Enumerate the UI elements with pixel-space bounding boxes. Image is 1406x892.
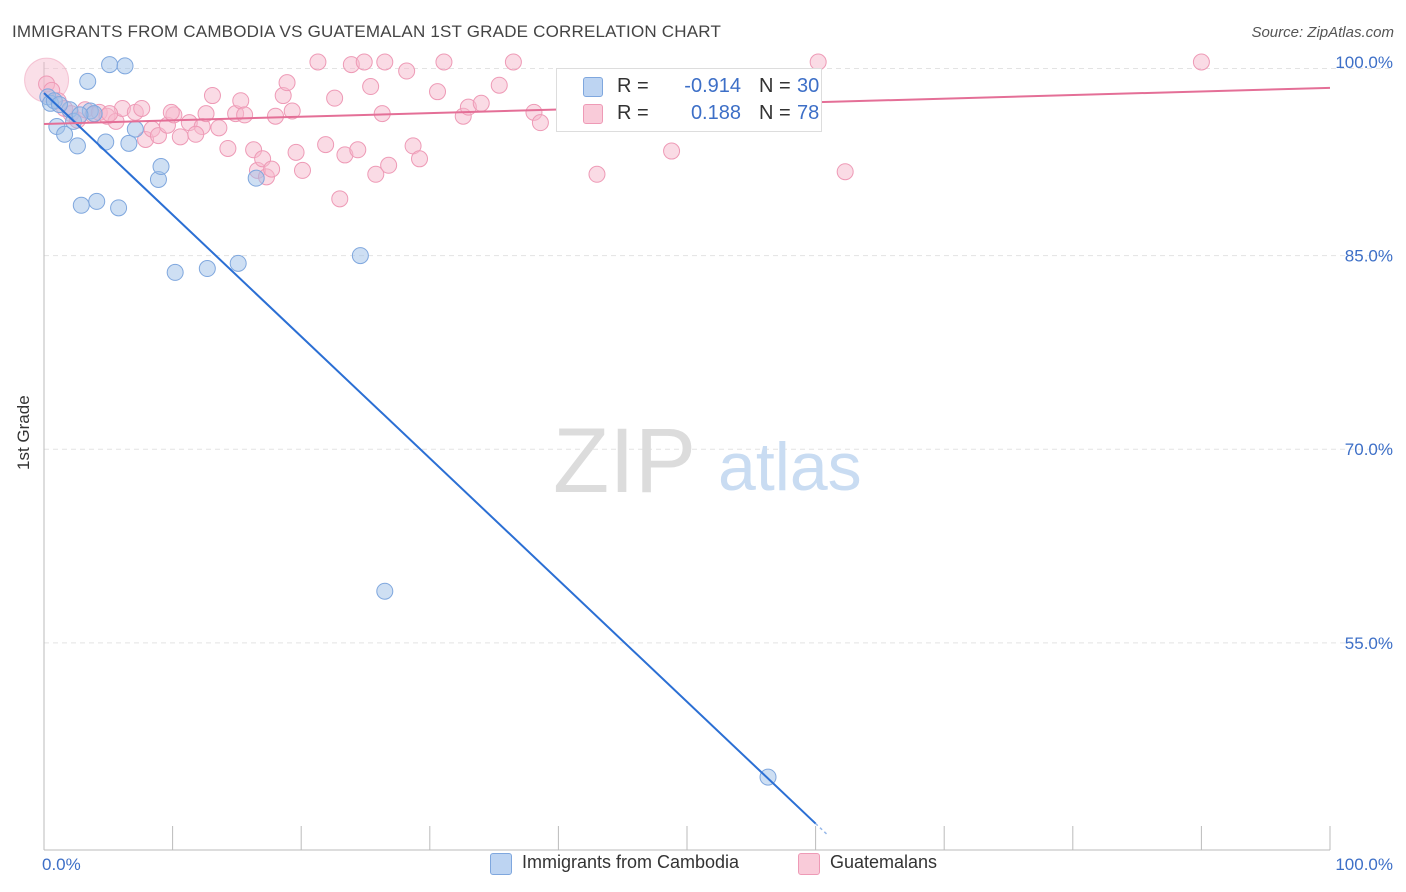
guatemalans-point xyxy=(349,141,367,159)
cambodia-point xyxy=(198,260,216,278)
guatemalans-point xyxy=(162,103,180,121)
cambodia-point xyxy=(152,158,170,176)
cambodia-point xyxy=(72,196,90,214)
guatemalans-point xyxy=(263,160,281,178)
guatemalans-point xyxy=(210,119,228,137)
legend-r-value: -0.914 xyxy=(684,75,741,97)
cambodia-trend-line xyxy=(43,92,817,825)
guatemalans-point xyxy=(101,105,119,123)
chart-title: IMMIGRANTS FROM CAMBODIA VS GUATEMALAN 1… xyxy=(12,22,722,41)
guatemalans-point xyxy=(398,62,416,80)
guatemalans-point xyxy=(588,165,606,183)
guatemalans-point xyxy=(355,53,373,71)
legend-n-label: N = xyxy=(759,102,791,124)
legend-n-label: N = xyxy=(759,75,791,97)
guatemalans-point xyxy=(411,150,429,168)
cambodia-trend-line-extension xyxy=(815,823,829,837)
watermark-zip: ZIP xyxy=(553,410,696,512)
legend-n-value: 30 xyxy=(797,75,820,97)
guatemalans-point xyxy=(663,142,681,160)
guatemalans-point xyxy=(236,106,254,124)
x-tick-label: 100.0% xyxy=(1335,855,1393,874)
bottom-legend-label-cambodia: Immigrants from Cambodia xyxy=(522,852,740,872)
correlation-legend: R = -0.914 N = 30 R = 0.188 N = 78 xyxy=(556,68,822,132)
guatemalans-point xyxy=(309,53,327,71)
x-tick-label: 0.0% xyxy=(42,855,81,874)
guatemalans-point xyxy=(317,136,335,154)
cambodia-point xyxy=(110,199,128,217)
cambodia-point xyxy=(351,247,369,265)
guatemalans-point xyxy=(203,87,221,105)
guatemalans-point xyxy=(283,102,301,120)
guatemalans-point xyxy=(362,78,380,96)
cambodia-point xyxy=(116,57,134,75)
guatemalans-point xyxy=(278,74,296,92)
guatemalans-point xyxy=(531,114,549,132)
axes xyxy=(43,62,1331,851)
guatemalans-point xyxy=(197,105,215,123)
guatemalans-point xyxy=(490,76,508,94)
guatemalans-point xyxy=(171,128,189,146)
guatemalans-point xyxy=(376,53,394,71)
guatemalans-point xyxy=(435,53,453,71)
cambodia-point xyxy=(68,137,86,155)
chart-source: Source: ZipAtlas.com xyxy=(1251,24,1394,41)
cambodia-point xyxy=(97,133,115,151)
bottom-legend-swatch-cambodia xyxy=(490,853,512,875)
guatemalans-point xyxy=(836,163,854,181)
guatemalans-point xyxy=(187,125,205,143)
guatemalans-point xyxy=(293,161,311,179)
guatemalans-point xyxy=(331,190,349,208)
bottom-legend-swatch-guatemalans xyxy=(798,853,820,875)
cambodia-point xyxy=(120,134,138,152)
legend-r-label: R = xyxy=(617,75,649,97)
cambodia-point xyxy=(376,582,394,600)
guatemalans-point xyxy=(429,83,447,101)
watermark-atlas: atlas xyxy=(718,429,862,505)
y-tick-label: 85.0% xyxy=(1345,247,1393,266)
legend-swatch-cambodia xyxy=(583,77,603,97)
guatemalans-point xyxy=(367,165,385,183)
cambodia-point xyxy=(56,125,74,143)
guatemalans-point xyxy=(133,99,151,117)
y-tick-label: 100.0% xyxy=(1335,53,1393,72)
cambodia-point xyxy=(229,254,247,272)
legend-n-value: 78 xyxy=(797,102,820,124)
data-points xyxy=(24,53,1210,786)
guatemalans-point xyxy=(504,53,522,71)
legend-r-label: R = xyxy=(617,102,649,124)
guatemalans-point xyxy=(1192,53,1210,71)
cambodia-point xyxy=(50,96,68,114)
cambodia-point xyxy=(126,120,144,138)
cambodia-point xyxy=(247,169,265,187)
gridlines xyxy=(44,67,1392,644)
guatemalans-point xyxy=(219,139,237,157)
cambodia-point xyxy=(79,72,97,90)
y-tick-label: 55.0% xyxy=(1345,634,1393,653)
guatemalans-point xyxy=(232,92,250,110)
cambodia-point xyxy=(88,192,106,210)
guatemalans-point xyxy=(287,143,305,161)
guatemalans-point xyxy=(380,156,398,174)
cambodia-point xyxy=(101,56,119,74)
guatemalans-point xyxy=(472,94,490,112)
cambodia-point xyxy=(85,105,103,123)
legend-r-value: 0.188 xyxy=(690,102,741,124)
tick-labels: 100.0% 85.0% 70.0% 55.0% 0.0% 100.0% xyxy=(42,53,1393,874)
watermark: ZIP atlas xyxy=(553,410,862,512)
guatemalans-point xyxy=(326,89,344,107)
bottom-legend-label-guatemalans: Guatemalans xyxy=(830,852,938,872)
cambodia-point xyxy=(166,263,184,281)
legend-swatch-guatemalans xyxy=(583,104,603,124)
y-tick-label: 70.0% xyxy=(1345,440,1393,459)
guatemalans-point xyxy=(266,107,284,125)
